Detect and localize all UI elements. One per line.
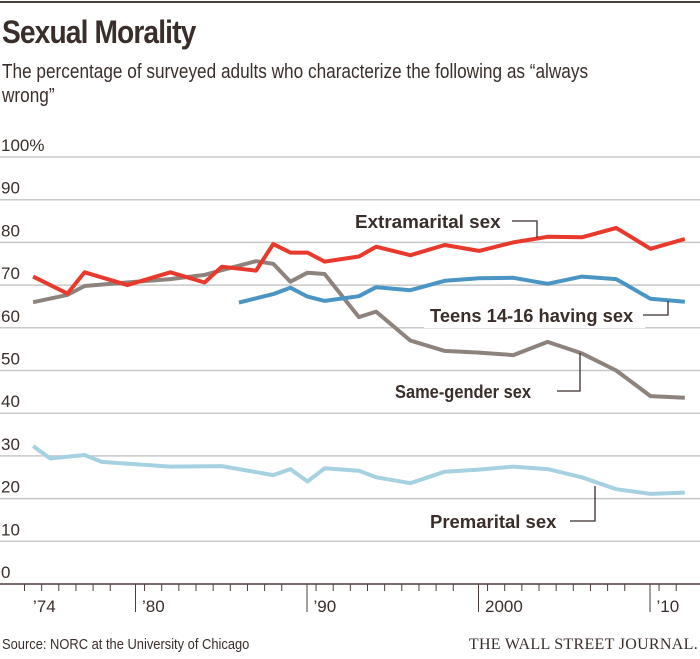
series-label-leader-line (570, 486, 596, 522)
series-label-background (349, 208, 513, 234)
chart-title: Sexual Morality (2, 14, 196, 50)
chart-subtitle: The percentage of surveyed adults who ch… (2, 61, 589, 107)
y-tick-label: 60 (1, 307, 20, 326)
series-label: Premarital sex (430, 512, 556, 532)
source-note: Source: NORC at the University of Chicag… (2, 636, 250, 653)
x-tick-label: ’10 (657, 597, 680, 616)
y-tick-label: 100% (1, 136, 44, 155)
x-tick-label: ’80 (142, 597, 165, 616)
top-rule (0, 1, 700, 3)
wsj-logo: THE WALL STREET JOURNAL. (468, 636, 698, 653)
y-tick-label: 0 (1, 563, 10, 582)
y-tick-label: 80 (1, 221, 20, 240)
y-tick-label: 50 (1, 350, 20, 369)
series-label-leader-line (643, 301, 669, 316)
series-label: Extramarital sex (355, 212, 501, 232)
series-label: Same-gender sex (395, 382, 531, 402)
series-label-leader-line (557, 353, 581, 392)
series-label-leader-line (512, 220, 538, 238)
series-line-premarital-sex (31, 444, 685, 496)
y-tick-label: 40 (1, 392, 20, 411)
y-tick-label: 20 (1, 478, 20, 497)
x-tick-label: ’74 (33, 597, 56, 616)
y-tick-label: 30 (1, 435, 20, 454)
series-label-background (389, 378, 543, 404)
series-line-teens-14-16-having-sex (238, 274, 685, 305)
series-line-same-gender-sex (32, 259, 685, 400)
series-label: Teens 14-16 having sex (430, 306, 633, 326)
y-tick-label: 10 (1, 520, 20, 539)
series-line-extramarital-sex (32, 225, 686, 296)
x-tick-label: 2000 (485, 597, 523, 616)
series-label-background (424, 508, 569, 534)
y-tick-label: 90 (1, 179, 20, 198)
x-tick-label: ’90 (314, 597, 337, 616)
y-tick-label: 70 (1, 264, 20, 283)
series-label-background (424, 302, 646, 328)
